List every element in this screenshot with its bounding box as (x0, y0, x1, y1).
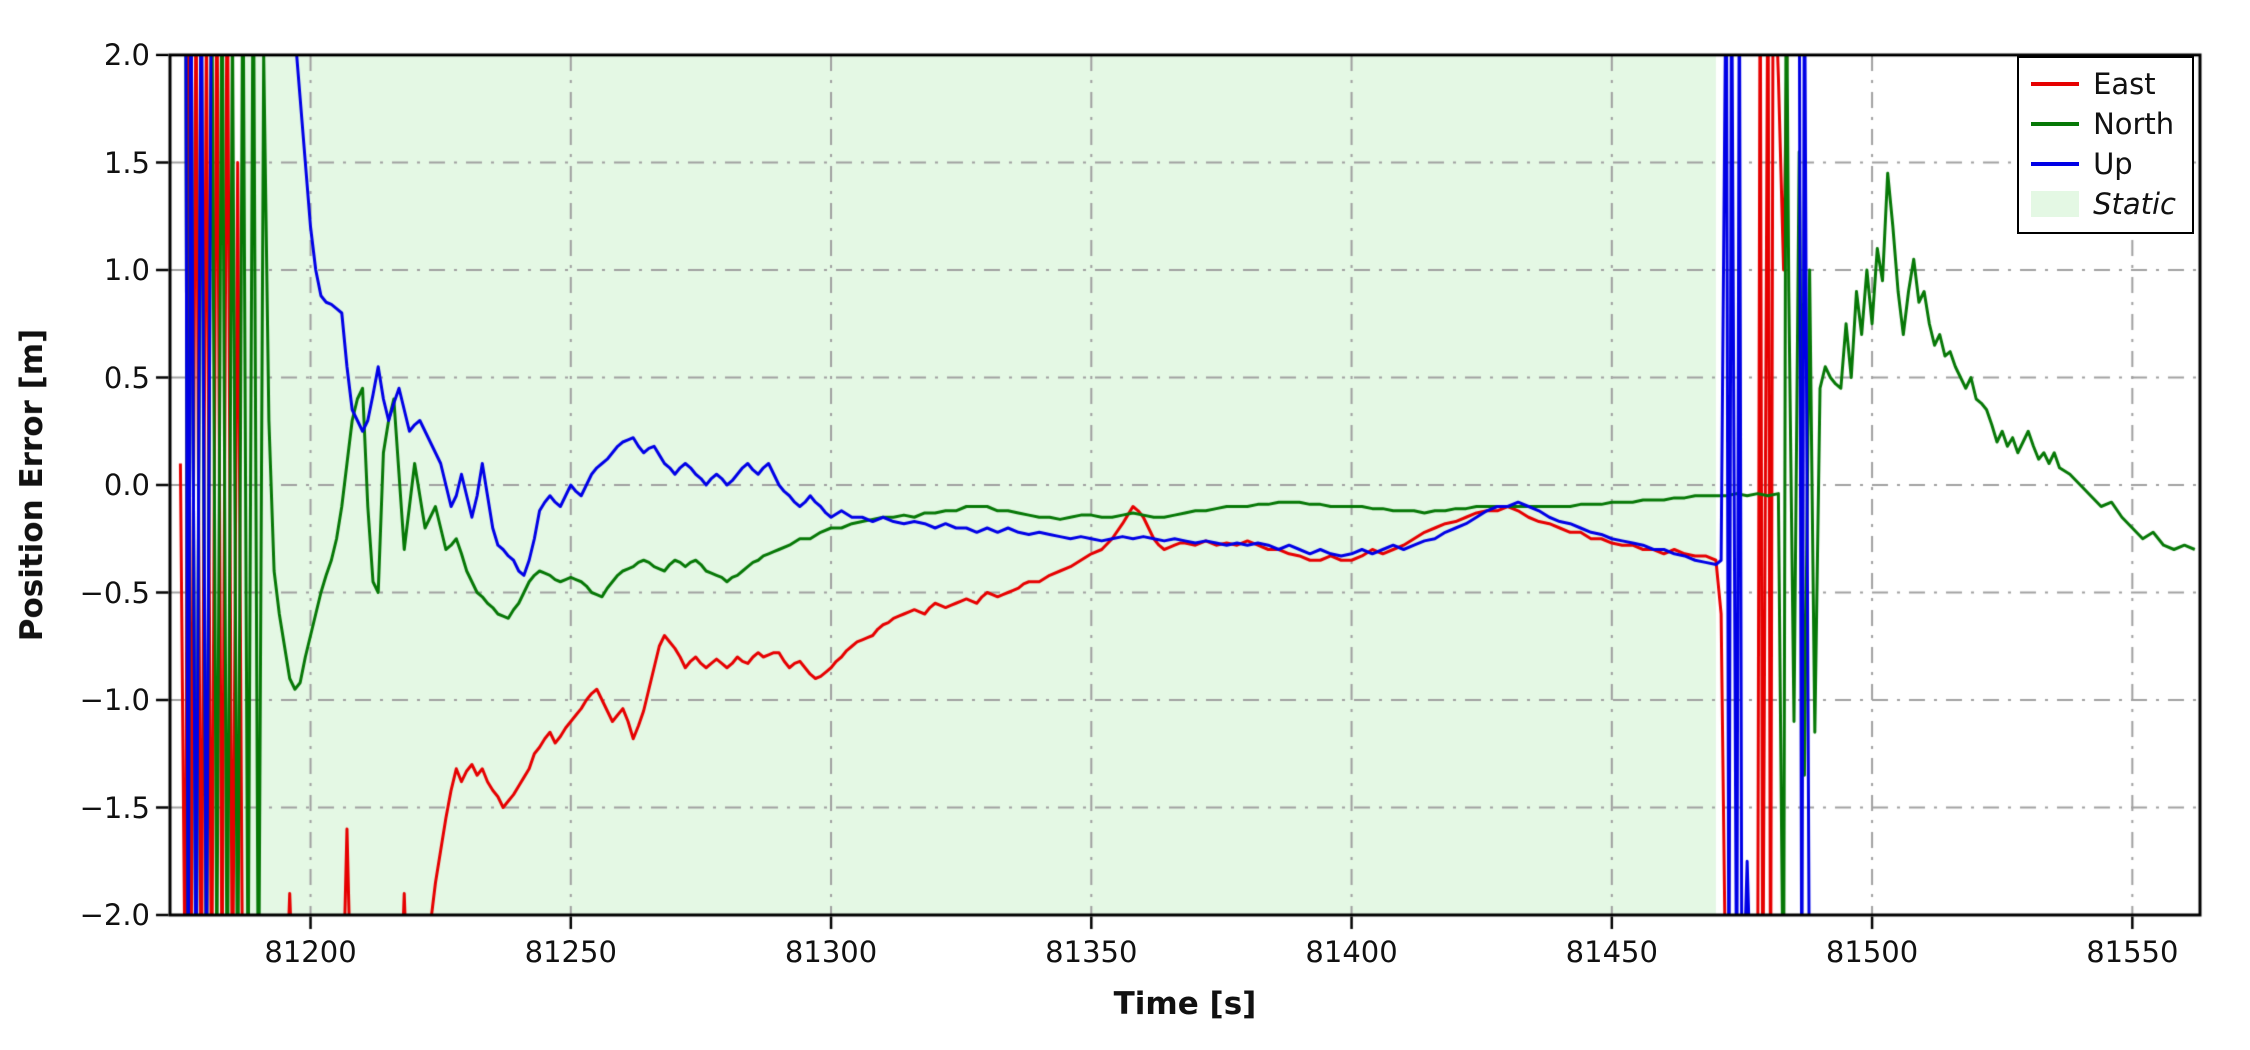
x-tick-label: 81200 (264, 935, 357, 969)
y-tick-label: 0.5 (103, 360, 150, 395)
legend-entry-north: North (2031, 104, 2176, 144)
legend-entry-static: Static (2031, 184, 2176, 224)
y-tick-label: 0.0 (103, 468, 150, 502)
x-axis-label: Time [s] (1113, 986, 1257, 1022)
x-tick-label: 81400 (1305, 935, 1398, 969)
x-tick-label: 81350 (1045, 935, 1138, 969)
y-tick-label: −0.5 (79, 575, 150, 610)
x-tick-label: 81450 (1565, 935, 1658, 969)
legend-label: Up (2093, 146, 2133, 181)
y-tick-label: −1.0 (79, 683, 150, 717)
legend-entry-east: East (2031, 64, 2176, 104)
north-swatch-line-icon (2031, 122, 2080, 126)
y-tick-label: 2.0 (103, 38, 150, 72)
up-swatch-line-icon (2031, 162, 2080, 166)
y-tick-label: −1.5 (79, 790, 150, 825)
y-tick-label: −2.0 (79, 898, 150, 932)
legend-entry-up: Up (2031, 144, 2176, 184)
static-swatch-patch-icon (2031, 191, 2080, 217)
y-axis-label: Position Error [m] (14, 328, 50, 642)
x-tick-label: 81300 (784, 935, 878, 969)
legend-label: North (2093, 106, 2175, 141)
legend: East North Up Static (2017, 56, 2194, 234)
y-tick-label: 1.0 (103, 253, 150, 287)
x-tick-label: 81550 (2086, 935, 2179, 969)
legend-label: Static (2093, 186, 2176, 221)
y-tick-label: 1.5 (103, 145, 150, 180)
x-tick-label: 81250 (524, 935, 617, 969)
x-tick-label: 81500 (1825, 935, 1919, 969)
east-swatch-line-icon (2031, 82, 2080, 86)
legend-label: East (2093, 66, 2156, 101)
